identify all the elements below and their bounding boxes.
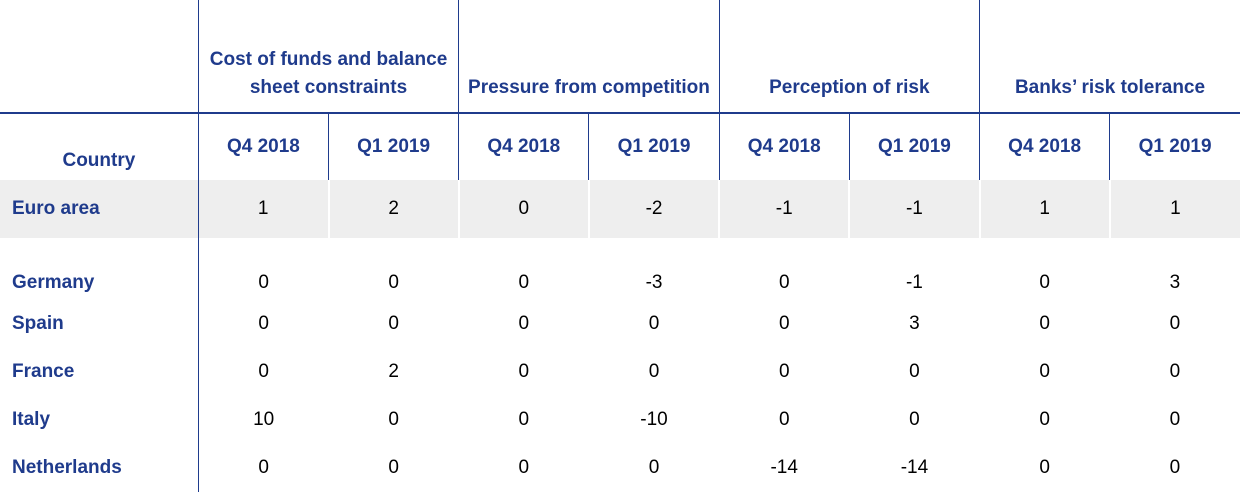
quarter-header-row: Country Q4 2018 Q1 2019 Q4 2018 Q1 2019 … (0, 113, 1240, 180)
value-cell: 0 (1169, 409, 1181, 430)
value-cell: 0 (388, 313, 399, 334)
group-header-competition: Pressure from competition (458, 0, 720, 114)
value-cell: 0 (518, 313, 530, 334)
group-header-cost-of-funds: Cost of funds and balance sheet constrai… (197, 0, 459, 114)
country-column-header: Country (62, 150, 136, 171)
value-cell: 0 (258, 361, 269, 382)
country-name: Italy (0, 396, 199, 444)
group-header-row: Cost of funds and balance sheet constrai… (0, 0, 1240, 114)
country-name: Euro area (0, 180, 199, 238)
group-header-perception-of-risk: Perception of risk (718, 0, 980, 114)
value-cell: 0 (909, 409, 920, 430)
value-cell: 0 (258, 457, 269, 478)
table-row: Netherlands 0 0 0 0 -14 -14 0 0 (0, 444, 1240, 492)
quarter-header: Q4 2018 (458, 113, 589, 180)
value-cell: 3 (909, 313, 920, 334)
value-cell: 0 (1039, 272, 1050, 293)
value-cell: 1 (198, 180, 329, 238)
value-cell: 0 (518, 457, 530, 478)
value-cell: 0 (778, 272, 790, 293)
group-header-risk-tolerance: Banks’ risk tolerance (979, 0, 1240, 114)
value-cell: 0 (388, 457, 399, 478)
table-row: Italy 10 0 0 -10 0 0 0 0 (0, 396, 1240, 444)
value-cell: 0 (648, 313, 660, 334)
value-cell: 0 (518, 272, 530, 293)
value-cell: 0 (258, 313, 269, 334)
value-cell: 0 (1039, 313, 1050, 334)
country-name: France (0, 348, 199, 396)
country-name: Spain (0, 300, 199, 348)
value-cell: 0 (909, 361, 920, 382)
value-cell: -1 (848, 180, 980, 238)
table-row: Spain 0 0 0 0 0 3 0 0 (0, 300, 1240, 348)
value-cell: 0 (388, 409, 399, 430)
value-cell: 0 (778, 409, 790, 430)
value-cell: -1 (718, 180, 850, 238)
table-row: Euro area 1 2 0 -2 -1 -1 1 1 (0, 180, 1240, 238)
value-cell: 1 (978, 180, 1110, 238)
value-cell: 0 (1039, 361, 1050, 382)
quarter-header: Q1 2019 (1109, 113, 1240, 180)
quarter-header: Q4 2018 (197, 113, 329, 180)
value-cell: -10 (640, 409, 668, 430)
table-row: Germany 0 0 0 -3 0 -1 0 3 (0, 238, 1240, 300)
quarter-header: Q1 2019 (328, 113, 459, 180)
value-cell: 3 (1169, 272, 1181, 293)
country-name: Germany (0, 238, 199, 300)
value-cell: -2 (587, 180, 720, 238)
value-cell: 0 (778, 313, 790, 334)
value-cell: 0 (1039, 457, 1050, 478)
value-cell: 10 (253, 409, 275, 430)
value-cell: 0 (778, 361, 790, 382)
value-cell: 0 (388, 272, 399, 293)
value-cell: 2 (388, 361, 399, 382)
value-cell: 0 (648, 457, 660, 478)
value-cell: 1 (1108, 180, 1240, 238)
table-row: France 0 2 0 0 0 0 0 0 (0, 348, 1240, 396)
value-cell: 0 (518, 361, 530, 382)
value-cell: 0 (1039, 409, 1050, 430)
value-cell: 2 (327, 180, 459, 238)
value-cell: -1 (905, 272, 923, 293)
value-cell: 0 (1169, 361, 1181, 382)
quarter-header: Q4 2018 (718, 113, 850, 180)
value-cell: 0 (457, 180, 589, 238)
value-cell: -3 (645, 272, 663, 293)
value-cell: 0 (648, 361, 660, 382)
quarter-header: Q1 2019 (588, 113, 720, 180)
value-cell: 0 (518, 409, 530, 430)
quarter-header: Q1 2019 (848, 113, 980, 180)
country-name: Netherlands (0, 444, 199, 492)
quarter-header: Q4 2018 (979, 113, 1110, 180)
value-cell: 0 (1169, 313, 1181, 334)
value-cell: 0 (258, 272, 269, 293)
group-header-blank (0, 0, 199, 114)
value-cell: -14 (770, 457, 798, 478)
value-cell: 0 (1169, 457, 1181, 478)
value-cell: -14 (900, 457, 929, 478)
